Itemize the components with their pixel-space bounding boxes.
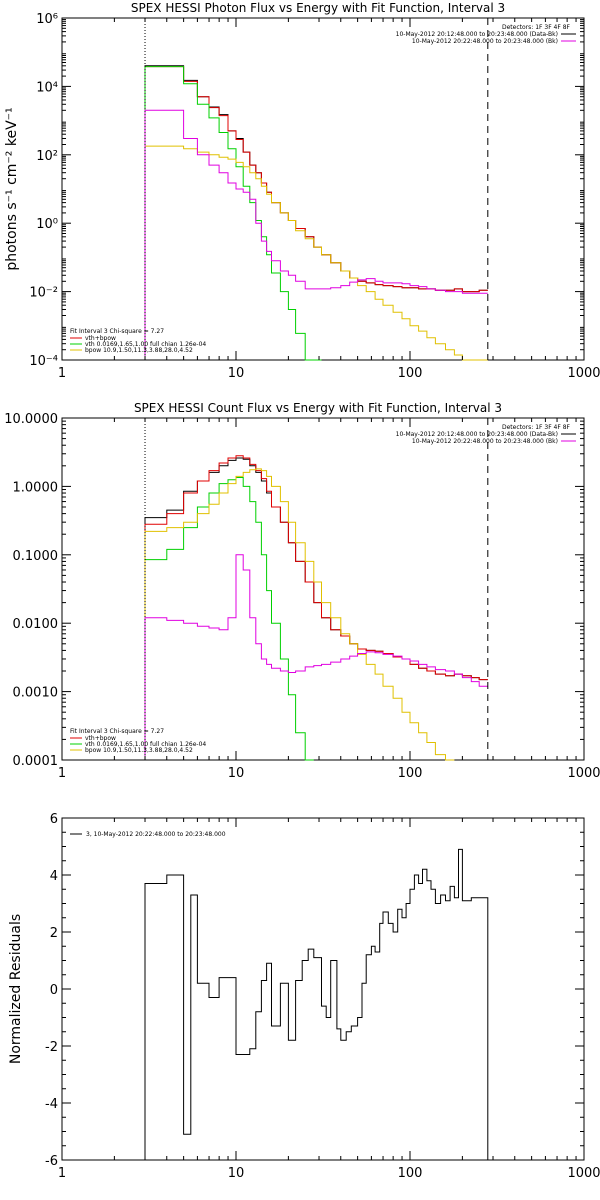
count-legend-vth: vth 0.0169,1.65,1.00 full chian 1.26e-04 [85, 741, 206, 748]
panel-photon-flux: SPEX HESSI Photon Flux vs Energy with Fi… [4, 1, 600, 381]
count-y-tick-label: 0.0100 [13, 617, 59, 632]
count-legend-data-bk: 10-May-2012 20:12:48.000 to 20:23:48.000… [396, 431, 558, 438]
count-x-tick-label: 1 [58, 766, 66, 781]
photon-legend-fit-interval: Fit Interval 3 Chi-square = 7.27 [70, 328, 164, 335]
residuals-y-tick-label: -6 [45, 1154, 58, 1169]
residuals-y-axis-label: Normalized Residuals [8, 914, 24, 1064]
count-y-tick-label: 0.0010 [13, 686, 59, 701]
count-x-tick-label: 1000 [567, 766, 600, 781]
residuals-plot-frame [61, 817, 585, 1161]
photon-x-tick-label: 100 [398, 366, 423, 381]
residuals-x-tick-label: 100 [398, 1166, 423, 1181]
count-series-lines [144, 455, 488, 761]
count-plot-frame [61, 417, 585, 761]
residuals-y-tick-label: 0 [50, 983, 58, 998]
residuals-y-tick-label: -2 [45, 1040, 58, 1055]
photon-y-axis-label: photons s⁻¹ cm⁻² keV⁻¹ [4, 107, 20, 270]
photon-series-lines [144, 65, 488, 361]
photon-y-tick-label: 10⁻⁴ [29, 354, 58, 369]
photon-series-bk [144, 109, 488, 360]
residuals-legend-label: 3, 10-May-2012 20:22:48.000 to 20:23:48.… [86, 831, 226, 838]
count-axis-ticks: 1 10 100 1000 0.0001 0.0010 0.0100 0.1000 1.0000… [4, 412, 600, 781]
count-series-bk [144, 554, 488, 760]
photon-y-tick-label: 10² [36, 149, 58, 164]
count-series-vth [144, 477, 314, 761]
photon-plot-frame [61, 17, 585, 361]
count-legend-bk: 10-May-2012 20:22:48.000 to 20:23:48.000… [412, 438, 558, 445]
count-x-tick-label: 10 [228, 766, 245, 781]
residuals-x-tick-label: 10 [228, 1166, 245, 1181]
count-panel-title: SPEX HESSI Count Flux vs Energy with Fit… [134, 401, 502, 415]
residuals-y-tick-label: -4 [45, 1097, 58, 1112]
count-legend-bpow: bpow 10.9,1.50,11.3,3.88,28.0,4.52 [85, 747, 193, 754]
photon-reference-lines [144, 18, 489, 360]
count-y-tick-label: 0.0001 [13, 754, 59, 769]
photon-legend-vth: vth 0.0169,1.65,1.00 full chian 1.26e-04 [85, 341, 206, 348]
count-detectors-label: Detectors: 1F 3F 4F 8F [502, 424, 571, 431]
count-legend-fit-interval: Fit Interval 3 Chi-square = 7.27 [70, 728, 164, 735]
photon-x-tick-label: 10 [228, 366, 245, 381]
photon-x-tick-label: 1000 [567, 366, 600, 381]
residuals-x-tick-label: 1 [58, 1166, 66, 1181]
residuals-y-tick-label: 2 [50, 926, 58, 941]
residuals-series-lines [144, 848, 489, 1160]
count-y-tick-label: 0.1000 [13, 549, 59, 564]
photon-series-vth [144, 66, 322, 361]
count-series-total [144, 457, 488, 760]
residuals-series-residuals [144, 848, 489, 1160]
panel-count-flux: SPEX HESSI Count Flux vs Energy with Fit… [4, 401, 600, 781]
photon-detectors-label: Detectors: 1F 3F 4F 8F [502, 24, 571, 31]
residuals-x-tick-label: 1000 [567, 1166, 600, 1181]
photon-series-total [144, 65, 488, 360]
photon-y-tick-label: 10⁻² [29, 286, 58, 301]
panel-residuals: 1 10 100 1000 -6 -4 -2 0 2 4 6 Normalized Residual… [8, 812, 600, 1181]
count-x-tick-label: 100 [398, 766, 423, 781]
count-series-bpow [144, 468, 455, 761]
count-series-sum [144, 455, 488, 760]
photon-legend-data-bk: 10-May-2012 20:12:48.000 to 20:23:48.000… [396, 31, 558, 38]
count-reference-lines [144, 418, 489, 760]
residuals-y-tick-label: 6 [50, 812, 58, 827]
photon-y-tick-label: 10⁶ [36, 12, 58, 27]
residuals-axis-ticks: 1 10 100 1000 -6 -4 -2 0 2 4 6 [45, 812, 600, 1181]
residuals-y-tick-label: 4 [50, 869, 58, 884]
photon-y-tick-label: 10⁴ [36, 80, 58, 95]
photon-series-bpow [144, 145, 488, 361]
photon-panel-title: SPEX HESSI Photon Flux vs Energy with Fi… [131, 1, 505, 15]
photon-legend-bpow: bpow 10.9,1.50,11.3,3.88,28.0,4.52 [85, 347, 193, 354]
photon-axis-ticks: 1 10 100 1000 10⁻⁴ 10⁻² 10⁰ 10² 10⁴ 10⁶ [29, 12, 600, 381]
photon-x-tick-label: 1 [58, 366, 66, 381]
photon-legend-sum: vth+bpow [85, 335, 116, 342]
photon-series-sum [144, 66, 488, 360]
count-y-tick-label: 10.0000 [4, 412, 58, 427]
count-y-tick-label: 1.0000 [13, 480, 59, 495]
photon-legend-bk: 10-May-2012 20:22:48.000 to 20:23:48.000… [412, 38, 558, 45]
photon-y-tick-label: 10⁰ [36, 217, 58, 232]
count-legend-sum: vth+bpow [85, 735, 116, 742]
